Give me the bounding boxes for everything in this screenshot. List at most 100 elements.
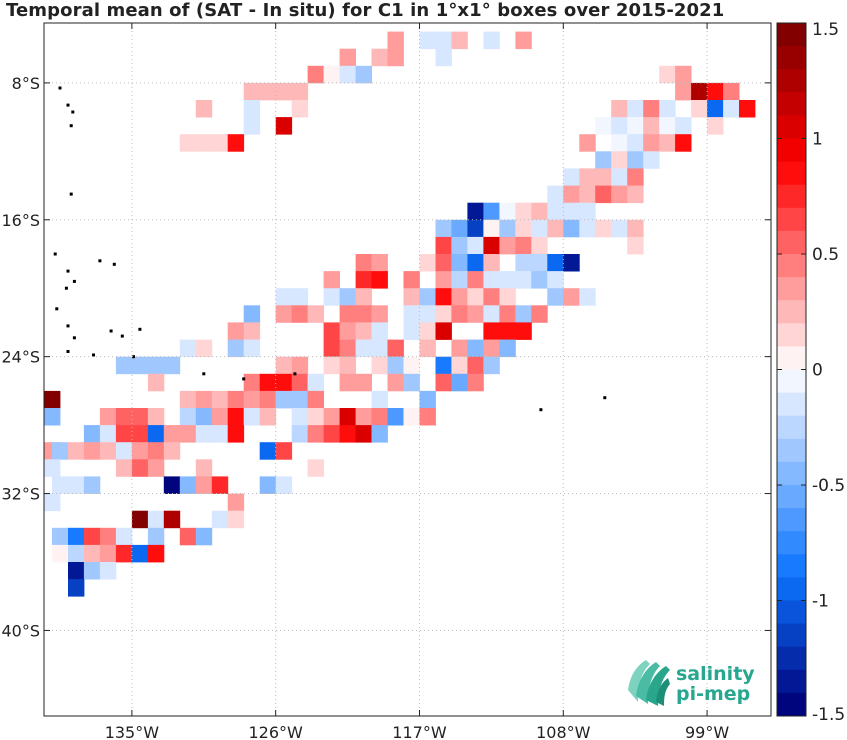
data-cell <box>467 339 484 358</box>
data-cell <box>467 219 484 238</box>
data-cell <box>179 390 197 409</box>
data-cell <box>147 527 165 546</box>
island-marker <box>109 329 113 333</box>
data-cell <box>52 544 69 563</box>
data-cell <box>483 288 500 306</box>
colorbar-segment <box>777 115 806 139</box>
data-cell <box>163 442 181 460</box>
data-cell <box>467 373 484 392</box>
data-cell <box>435 31 452 50</box>
data-cell <box>227 134 245 152</box>
data-cell <box>499 219 516 238</box>
data-cell <box>44 459 61 477</box>
data-cell <box>611 168 628 186</box>
colorbar-segment <box>777 161 806 186</box>
data-cell <box>627 168 644 186</box>
data-cell <box>275 305 293 323</box>
data-cell <box>227 425 245 443</box>
data-cell <box>403 373 420 392</box>
data-cell <box>659 100 676 118</box>
data-cell <box>259 442 277 460</box>
island-marker <box>138 327 142 331</box>
data-cell <box>227 510 245 529</box>
data-cell <box>467 271 484 289</box>
island-marker <box>112 262 116 266</box>
data-cell <box>371 322 388 340</box>
data-cell <box>291 305 309 323</box>
island-marker <box>120 334 124 338</box>
colorbar-segment <box>777 207 806 232</box>
data-cell <box>243 117 261 135</box>
data-cell <box>211 390 229 409</box>
data-cell <box>659 134 676 152</box>
data-cell <box>675 134 692 152</box>
data-cell <box>323 322 340 340</box>
data-cell <box>323 288 340 306</box>
data-cell <box>451 271 468 289</box>
data-cell <box>68 544 85 563</box>
data-cell <box>515 202 532 221</box>
data-cell <box>291 100 309 118</box>
colorbar-segment <box>777 692 806 717</box>
island-marker <box>66 324 70 328</box>
colorbar-segment <box>777 461 806 486</box>
data-cell <box>163 476 181 494</box>
data-cell <box>115 356 133 375</box>
data-cell <box>483 202 500 221</box>
data-cell <box>355 288 372 306</box>
data-cell <box>115 425 133 443</box>
data-cell <box>211 510 229 529</box>
data-cell <box>563 219 580 238</box>
data-cell <box>403 271 420 289</box>
data-cell <box>579 134 596 152</box>
colorbar-segment <box>777 323 806 347</box>
data-cell <box>499 288 516 306</box>
island-markers <box>53 86 607 412</box>
data-cell <box>451 356 468 375</box>
data-cell <box>195 408 213 426</box>
colorbar-tick-label: -1 <box>812 592 829 612</box>
colorbar-tick-label: 1.5 <box>812 20 839 40</box>
island-marker <box>55 307 59 311</box>
data-cell <box>611 117 628 135</box>
data-cell <box>68 527 85 546</box>
colorbar-ticks: 1.5 1 0.5 0 -0.5 -1 -1.5 <box>777 20 845 725</box>
colorbar-segment <box>777 485 806 509</box>
data-cell <box>131 408 149 426</box>
data-cell <box>275 476 293 494</box>
x-tick-label: 135°W <box>105 723 160 740</box>
data-cell <box>355 425 372 443</box>
data-cell <box>611 219 628 238</box>
island-marker <box>242 377 246 381</box>
data-cell <box>275 82 293 101</box>
data-cell <box>259 476 277 494</box>
data-cell <box>227 493 245 512</box>
data-cell <box>547 254 564 272</box>
data-cell <box>243 82 261 101</box>
x-tick-label: 126°W <box>249 723 304 740</box>
data-cell <box>371 48 388 67</box>
data-cell <box>323 339 340 358</box>
data-cell <box>163 510 181 529</box>
island-marker <box>66 269 70 273</box>
data-cell <box>579 288 596 306</box>
logo-text-line1: salinity <box>676 663 755 685</box>
x-axis-ticks: 135°W 126°W 117°W 108°W 99°W <box>105 23 729 740</box>
data-cell <box>595 168 612 186</box>
data-cell <box>68 476 85 494</box>
data-cell <box>675 82 692 101</box>
data-cell <box>419 390 436 409</box>
data-cell <box>419 339 436 358</box>
data-cell <box>451 236 468 255</box>
data-cell <box>515 254 532 272</box>
data-cell <box>371 390 388 409</box>
data-cell <box>291 82 309 101</box>
data-cell <box>643 100 660 118</box>
data-cell <box>531 271 548 289</box>
data-cell <box>115 459 133 477</box>
data-cell <box>723 100 740 118</box>
data-cell <box>147 544 165 563</box>
data-cell <box>339 288 356 306</box>
data-cell <box>131 544 149 563</box>
data-cell <box>371 408 388 426</box>
